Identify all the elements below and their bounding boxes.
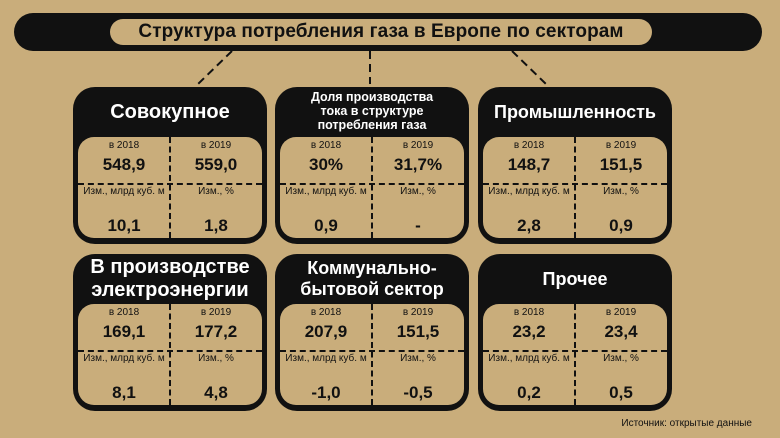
card-panel: в 2018 в 2019 30% 31,7% Изм., млрд куб. … — [280, 137, 464, 238]
value-2018: 148,7 — [507, 155, 551, 174]
page-title: Структура потребления газа в Европе по с… — [110, 19, 652, 45]
divider-vertical — [371, 137, 373, 238]
card-panel: в 2018 в 2019 23,2 23,4 Изм., млрд куб. … — [483, 304, 667, 405]
card-title: Доля производства тока в структуре потре… — [310, 90, 434, 132]
label-2018: в 2018 — [513, 307, 545, 318]
label-change-abs: Изм., млрд куб. м — [488, 353, 570, 364]
divider-horizontal — [280, 183, 464, 185]
card-title: Совокупное — [110, 100, 230, 123]
title-bar: Структура потребления газа в Европе по с… — [14, 13, 762, 51]
value-2018: 23,2 — [512, 322, 546, 341]
value-change-abs: 0,2 — [517, 383, 541, 402]
card-other: Прочее в 2018 в 2019 23,2 23,4 Изм., млр… — [478, 254, 672, 411]
label-2019: в 2019 — [200, 140, 232, 151]
value-2019: 151,5 — [396, 322, 440, 341]
label-change-pct: Изм., % — [603, 186, 639, 197]
label-2019: в 2019 — [605, 307, 637, 318]
connector-line-left — [197, 50, 233, 85]
value-2019: 31,7% — [393, 155, 443, 174]
divider-vertical — [169, 137, 171, 238]
value-change-pct: 4,8 — [204, 383, 228, 402]
card-panel: в 2018 в 2019 148,7 151,5 Изм., млрд куб… — [483, 137, 667, 238]
divider-vertical — [574, 137, 576, 238]
label-change-abs: Изм., млрд куб. м — [488, 186, 570, 197]
value-2018: 169,1 — [102, 322, 146, 341]
card-title: В производстве электроэнергии — [90, 256, 250, 301]
connector-lines — [197, 50, 547, 85]
value-2019: 23,4 — [604, 322, 638, 341]
card-industry: Промышленность в 2018 в 2019 148,7 151,5… — [478, 87, 672, 244]
label-change-pct: Изм., % — [603, 353, 639, 364]
value-2018: 30% — [308, 155, 344, 174]
divider-horizontal — [483, 183, 667, 185]
label-2018: в 2018 — [513, 140, 545, 151]
value-change-abs: 0,9 — [314, 216, 338, 235]
value-change-abs: 2,8 — [517, 216, 541, 235]
label-change-abs: Изм., млрд куб. м — [285, 186, 367, 197]
card-residential: Коммунально- бытовой сектор в 2018 в 201… — [275, 254, 469, 411]
divider-horizontal — [280, 350, 464, 352]
value-2019: 151,5 — [599, 155, 643, 174]
value-2018: 207,9 — [304, 322, 348, 341]
card-power-share: Доля производства тока в структуре потре… — [275, 87, 469, 244]
card-total: Совокупное в 2018 в 2019 548,9 559,0 Изм… — [73, 87, 267, 244]
card-panel: в 2018 в 2019 169,1 177,2 Изм., млрд куб… — [78, 304, 262, 405]
label-2019: в 2019 — [200, 307, 232, 318]
value-change-abs: -1,0 — [311, 383, 341, 402]
label-2018: в 2018 — [310, 140, 342, 151]
divider-vertical — [371, 304, 373, 405]
label-2019: в 2019 — [402, 140, 434, 151]
card-panel: в 2018 в 2019 548,9 559,0 Изм., млрд куб… — [78, 137, 262, 238]
value-2019: 177,2 — [194, 322, 238, 341]
divider-horizontal — [78, 183, 262, 185]
connector-line-right — [511, 50, 547, 85]
label-2018: в 2018 — [108, 140, 140, 151]
card-electricity: В производстве электроэнергии в 2018 в 2… — [73, 254, 267, 411]
label-change-pct: Изм., % — [400, 186, 436, 197]
label-2019: в 2019 — [605, 140, 637, 151]
divider-horizontal — [78, 350, 262, 352]
label-change-pct: Изм., % — [198, 186, 234, 197]
value-2019: 559,0 — [194, 155, 238, 174]
card-title: Промышленность — [494, 101, 656, 122]
label-change-pct: Изм., % — [198, 353, 234, 364]
divider-vertical — [169, 304, 171, 405]
label-change-abs: Изм., млрд куб. м — [285, 353, 367, 364]
label-change-abs: Изм., млрд куб. м — [83, 353, 165, 364]
label-2018: в 2018 — [310, 307, 342, 318]
label-2018: в 2018 — [108, 307, 140, 318]
value-change-pct: 0,9 — [609, 216, 633, 235]
value-change-pct: - — [415, 216, 421, 235]
value-change-pct: -0,5 — [403, 383, 433, 402]
value-2018: 548,9 — [102, 155, 146, 174]
source-note: Источник: открытые данные — [621, 418, 752, 429]
divider-horizontal — [483, 350, 667, 352]
value-change-pct: 0,5 — [609, 383, 633, 402]
value-change-abs: 10,1 — [107, 216, 141, 235]
label-change-abs: Изм., млрд куб. м — [83, 186, 165, 197]
card-panel: в 2018 в 2019 207,9 151,5 Изм., млрд куб… — [280, 304, 464, 405]
card-title: Прочее — [542, 268, 608, 289]
divider-vertical — [574, 304, 576, 405]
card-title: Коммунально- бытовой сектор — [300, 258, 444, 299]
value-change-abs: 8,1 — [112, 383, 136, 402]
label-2019: в 2019 — [402, 307, 434, 318]
value-change-pct: 1,8 — [204, 216, 228, 235]
label-change-pct: Изм., % — [400, 353, 436, 364]
